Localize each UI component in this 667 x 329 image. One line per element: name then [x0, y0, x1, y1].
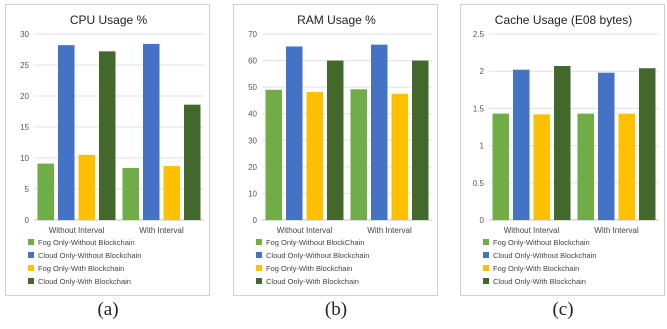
chart-svg-cpu: CPU Usage % 0 5 10 15 20 25 30 Without Interval W… — [20, 13, 204, 286]
chart-title: CPU Usage % — [70, 13, 148, 27]
y-tick-label: 2.5 — [473, 30, 485, 39]
legend-swatch — [256, 265, 262, 271]
subfigure-label-a: (a) — [97, 299, 119, 320]
x-tick-label: Without Interval — [49, 226, 105, 235]
legend-swatch — [483, 239, 489, 245]
legend-label: Fog Only-Without Blockchain — [38, 238, 135, 247]
legend-label: Fog Only-Without BlockChain — [266, 238, 364, 247]
y-tick-label: 0.5 — [473, 179, 485, 188]
y-tick-label: 10 — [20, 154, 29, 163]
subfigure-label-c: (c) — [552, 299, 574, 320]
bar — [99, 51, 116, 220]
chart-title: Cache Usage (E08 bytes) — [495, 13, 632, 27]
legend-swatch — [483, 278, 489, 284]
chart-panel-cpu: CPU Usage % 0 5 10 15 20 25 30 Without Interval W… — [5, 4, 210, 296]
legend-swatch — [28, 278, 34, 284]
legend-label: Cloud Only-Without Blockchain — [493, 251, 596, 260]
bar — [577, 113, 594, 220]
bar — [492, 113, 509, 220]
legend-label: Cloud Only-With Blockchain — [38, 277, 131, 286]
y-tick-label: 60 — [248, 57, 257, 66]
y-tick-label: 25 — [20, 61, 29, 70]
x-tick-label: Without Interval — [277, 226, 333, 235]
bar — [598, 72, 615, 220]
y-tick-label: 40 — [248, 110, 257, 119]
chart-svg-ram: RAM Usage % 0 10 20 30 40 50 60 70 Without Interv… — [248, 13, 432, 286]
y-tick-label: 15 — [20, 123, 29, 132]
bar — [37, 163, 54, 220]
chart-svg-cache: Cache Usage (E08 bytes) 0 0.5 1 1.5 2 2.5 Witho… — [473, 13, 659, 286]
x-tick-label: With Interval — [367, 226, 412, 235]
y-tick-label: 10 — [248, 189, 257, 198]
y-tick-label: 30 — [20, 30, 29, 39]
legend-label: Fog Only-Without Blockchain — [493, 238, 590, 247]
bar — [639, 68, 656, 220]
y-tick-label: 20 — [248, 163, 257, 172]
bar — [371, 44, 388, 220]
bar — [412, 60, 429, 221]
bar — [184, 104, 201, 220]
legend-label: Fog Only-With Blockchain — [38, 264, 124, 273]
legend-label: Cloud Only-With Blockchain — [493, 277, 586, 286]
x-tick-label: Without Interval — [504, 226, 560, 235]
bar — [391, 93, 408, 220]
bar — [327, 60, 344, 221]
bar — [122, 167, 139, 220]
bar — [618, 113, 635, 220]
bar — [306, 91, 323, 220]
y-tick-label: 1 — [480, 142, 485, 151]
y-tick-label: 2 — [480, 67, 485, 76]
y-tick-label: 5 — [25, 185, 30, 194]
bar — [58, 45, 75, 220]
y-tick-label: 0 — [25, 216, 30, 225]
bar — [78, 154, 95, 220]
y-tick-label: 0 — [253, 216, 258, 225]
bar — [163, 166, 180, 220]
y-tick-label: 30 — [248, 136, 257, 145]
legend-swatch — [256, 239, 262, 245]
y-tick-label: 20 — [20, 92, 29, 101]
chart-panel-ram: RAM Usage % 0 10 20 30 40 50 60 70 Without Interv… — [233, 4, 438, 296]
legend-label: Fog Only-With Blockchain — [266, 264, 352, 273]
legend-swatch — [256, 252, 262, 258]
chart-panel-cache: Cache Usage (E08 bytes) 0 0.5 1 1.5 2 2.5 Witho… — [460, 4, 665, 296]
bar — [143, 43, 160, 220]
y-tick-label: 50 — [248, 83, 257, 92]
legend-label: Cloud Only-With Blockchain — [266, 277, 359, 286]
y-tick-label: 1.5 — [473, 104, 485, 113]
chart-title: RAM Usage % — [297, 13, 376, 27]
legend-label: Fog Only-With Blockchain — [493, 264, 579, 273]
legend-swatch — [28, 239, 34, 245]
bar — [533, 114, 550, 220]
subfigure-label-b: (b) — [324, 299, 348, 320]
legend-label: Cloud Only-Without Blockchain — [38, 251, 141, 260]
x-tick-label: With Interval — [594, 226, 639, 235]
legend-swatch — [28, 265, 34, 271]
bar — [513, 69, 530, 220]
bar — [265, 89, 282, 220]
y-tick-label: 0 — [480, 216, 485, 225]
bar — [350, 89, 367, 220]
legend-swatch — [483, 265, 489, 271]
bar — [554, 65, 571, 220]
legend-swatch — [483, 252, 489, 258]
y-tick-label: 70 — [248, 30, 257, 39]
bar — [286, 46, 303, 220]
legend-swatch — [256, 278, 262, 284]
legend-swatch — [28, 252, 34, 258]
x-tick-label: With Interval — [139, 226, 184, 235]
legend-label: Cloud Only-Without Blockchain — [266, 251, 369, 260]
